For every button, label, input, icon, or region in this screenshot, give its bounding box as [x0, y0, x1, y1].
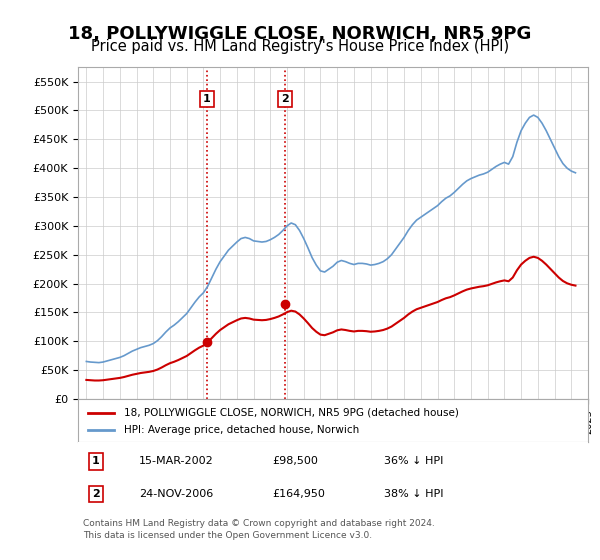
- Text: Price paid vs. HM Land Registry's House Price Index (HPI): Price paid vs. HM Land Registry's House …: [91, 39, 509, 54]
- Text: 36% ↓ HPI: 36% ↓ HPI: [384, 456, 443, 466]
- Text: HPI: Average price, detached house, Norwich: HPI: Average price, detached house, Norw…: [124, 425, 359, 435]
- Text: £98,500: £98,500: [272, 456, 317, 466]
- Text: 1: 1: [92, 456, 100, 466]
- Text: 18, POLLYWIGGLE CLOSE, NORWICH, NR5 9PG: 18, POLLYWIGGLE CLOSE, NORWICH, NR5 9PG: [68, 25, 532, 43]
- Text: £164,950: £164,950: [272, 489, 325, 499]
- Text: 2: 2: [281, 94, 289, 104]
- Text: 1: 1: [203, 94, 211, 104]
- Text: 38% ↓ HPI: 38% ↓ HPI: [384, 489, 443, 499]
- Text: 2: 2: [92, 489, 100, 499]
- Text: 24-NOV-2006: 24-NOV-2006: [139, 489, 214, 499]
- Text: 15-MAR-2002: 15-MAR-2002: [139, 456, 214, 466]
- Text: 18, POLLYWIGGLE CLOSE, NORWICH, NR5 9PG (detached house): 18, POLLYWIGGLE CLOSE, NORWICH, NR5 9PG …: [124, 408, 459, 418]
- Text: Contains HM Land Registry data © Crown copyright and database right 2024.
This d: Contains HM Land Registry data © Crown c…: [83, 519, 435, 540]
